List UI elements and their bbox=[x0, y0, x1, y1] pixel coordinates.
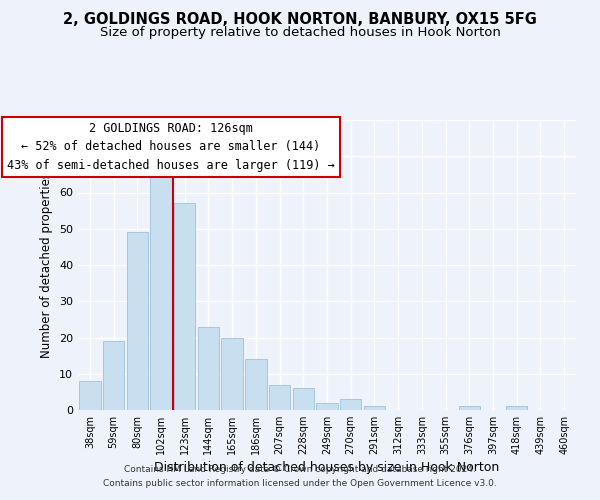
Bar bbox=[151, 174, 172, 410]
Text: 2, GOLDINGS ROAD, HOOK NORTON, BANBURY, OX15 5FG: 2, GOLDINGS ROAD, HOOK NORTON, BANBURY, … bbox=[63, 12, 537, 28]
Bar bbox=[293, 388, 314, 410]
Bar bbox=[458, 406, 480, 410]
Bar bbox=[174, 204, 196, 410]
Bar bbox=[79, 381, 101, 410]
Text: Size of property relative to detached houses in Hook Norton: Size of property relative to detached ho… bbox=[100, 26, 500, 39]
Bar bbox=[316, 403, 338, 410]
Bar bbox=[221, 338, 243, 410]
Bar bbox=[198, 326, 219, 410]
Y-axis label: Number of detached properties: Number of detached properties bbox=[40, 172, 53, 358]
Text: Contains HM Land Registry data © Crown copyright and database right 2024.
Contai: Contains HM Land Registry data © Crown c… bbox=[103, 466, 497, 487]
Text: 2 GOLDINGS ROAD: 126sqm
← 52% of detached houses are smaller (144)
43% of semi-d: 2 GOLDINGS ROAD: 126sqm ← 52% of detache… bbox=[7, 122, 335, 172]
Bar bbox=[364, 406, 385, 410]
Bar bbox=[127, 232, 148, 410]
Bar bbox=[245, 359, 266, 410]
Bar bbox=[103, 341, 124, 410]
Bar bbox=[506, 406, 527, 410]
Bar bbox=[340, 399, 361, 410]
Bar bbox=[269, 384, 290, 410]
Text: Distribution of detached houses by size in Hook Norton: Distribution of detached houses by size … bbox=[154, 461, 500, 474]
